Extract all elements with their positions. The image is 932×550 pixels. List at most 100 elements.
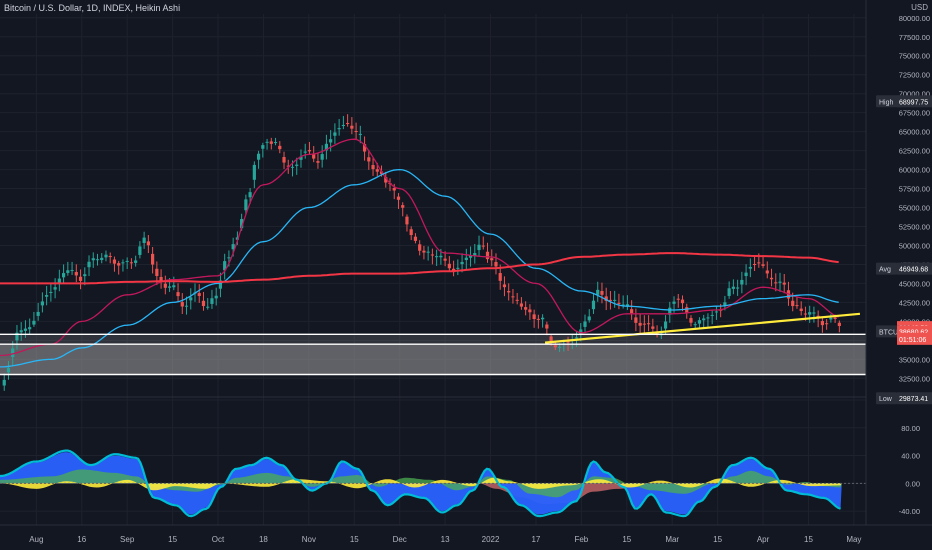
candle-body bbox=[439, 255, 443, 258]
candle-body bbox=[473, 253, 477, 256]
currency-label[interactable]: USD bbox=[911, 3, 928, 12]
candle-body bbox=[210, 298, 214, 304]
candle-body bbox=[553, 345, 557, 348]
osc-tick-label: 40.00 bbox=[901, 452, 920, 461]
candle-body bbox=[409, 229, 413, 236]
candle-body bbox=[545, 324, 549, 329]
price-axis-bg bbox=[866, 0, 932, 550]
candle-body bbox=[829, 317, 833, 320]
candle-body bbox=[346, 123, 350, 125]
candle-body bbox=[498, 273, 502, 281]
price-axis[interactable]: 80000.00 77500.00 75000.00 72500.00 70000.00… bbox=[865, 0, 932, 550]
candle-body bbox=[435, 256, 439, 258]
price-tag-name: Low bbox=[879, 396, 893, 403]
candle-body bbox=[574, 337, 579, 339]
candle-body bbox=[32, 320, 36, 325]
candle-body bbox=[583, 321, 587, 327]
candle-body bbox=[15, 332, 19, 341]
candle-body bbox=[329, 139, 333, 143]
price-tag-name: BTCUSD bbox=[879, 329, 908, 336]
candle-body bbox=[596, 289, 600, 295]
candle-body bbox=[706, 317, 710, 319]
ma-mid-line bbox=[0, 168, 839, 368]
candle-body bbox=[45, 295, 49, 297]
candle-body bbox=[350, 125, 354, 129]
candle-body bbox=[273, 142, 278, 144]
candle-body bbox=[108, 256, 112, 258]
candle-body bbox=[159, 276, 163, 281]
candle-body bbox=[362, 144, 367, 152]
candle-body bbox=[651, 326, 655, 329]
candle-body bbox=[316, 161, 320, 163]
candle-body bbox=[87, 261, 91, 268]
candle-body bbox=[240, 219, 244, 229]
grid bbox=[0, 14, 866, 525]
candle-body bbox=[447, 263, 451, 269]
candle-body bbox=[808, 312, 812, 315]
price-tag-value: 68997.75 bbox=[899, 99, 928, 106]
candle-body bbox=[290, 166, 295, 168]
candle-body bbox=[57, 278, 61, 284]
candle-body bbox=[604, 296, 608, 301]
x-tick-label: 18 bbox=[259, 535, 268, 544]
ascending-trendline bbox=[544, 312, 861, 344]
price-labels: High68997.75Avg46949.6839243.52BTCUSD386… bbox=[876, 95, 932, 405]
candle-body bbox=[752, 263, 757, 265]
y-tick-label: 75000.00 bbox=[899, 52, 930, 61]
x-tick-label: Mar bbox=[665, 535, 679, 544]
candle-body bbox=[646, 323, 651, 325]
y-tick-label: 45000.00 bbox=[899, 279, 930, 288]
y-tick-label: 80000.00 bbox=[899, 14, 930, 23]
candle-body bbox=[532, 314, 536, 320]
candle-body bbox=[426, 251, 430, 253]
oscillator-pane[interactable] bbox=[0, 449, 866, 518]
price-tag-value: 29873.41 bbox=[899, 396, 928, 403]
candle-body bbox=[235, 237, 239, 240]
candle-body bbox=[502, 284, 507, 288]
candle-body bbox=[227, 257, 231, 259]
candle-body bbox=[167, 286, 172, 288]
candle-body bbox=[761, 264, 765, 266]
y-tick-label: 55000.00 bbox=[899, 204, 930, 213]
candle-body bbox=[799, 308, 803, 312]
candle-body bbox=[795, 305, 799, 307]
candle-body bbox=[6, 367, 11, 373]
chart-title: Bitcoin / U.S. Dollar, 1D, INDEX, Heikin… bbox=[4, 3, 181, 13]
candle-body bbox=[125, 260, 129, 262]
y-tick-label: 70000.00 bbox=[899, 90, 930, 99]
candle-body bbox=[36, 311, 40, 316]
candle-body bbox=[837, 322, 841, 327]
candle-body bbox=[812, 312, 816, 314]
candle-body bbox=[774, 282, 778, 284]
candle-body bbox=[680, 299, 685, 304]
x-tick-label: 15 bbox=[713, 535, 722, 544]
candle-body bbox=[396, 196, 401, 200]
candle-body bbox=[418, 244, 422, 251]
candle-body bbox=[744, 272, 748, 277]
price-tag-value: 46949.68 bbox=[899, 267, 928, 274]
candle-body bbox=[375, 169, 379, 172]
candle-body bbox=[617, 302, 621, 304]
y-tick-label: 52500.00 bbox=[899, 223, 930, 232]
time-axis[interactable]: Aug 16 Sep 15 Oct 18 Nov 15 Dec 13 2022 17 Feb 15 Mar 1… bbox=[0, 524, 932, 544]
x-tick-label: May bbox=[846, 535, 861, 544]
candle-body bbox=[401, 205, 405, 208]
candle-body bbox=[460, 261, 464, 265]
candle-body bbox=[519, 303, 524, 307]
price-tag-value-bg bbox=[897, 392, 932, 405]
candle-body bbox=[710, 314, 714, 316]
candle-body bbox=[95, 259, 100, 261]
y-tick-label: 67500.00 bbox=[899, 109, 930, 118]
candle-body bbox=[333, 132, 337, 136]
candle-body bbox=[625, 304, 629, 306]
price-tag-bg bbox=[876, 392, 897, 405]
candle-body bbox=[731, 286, 735, 289]
candle-body bbox=[61, 273, 66, 278]
y-tick-label: 60000.00 bbox=[899, 166, 930, 175]
candle-body bbox=[557, 346, 562, 348]
price-tag-value-bg bbox=[897, 95, 932, 108]
candle-body bbox=[464, 257, 468, 261]
x-tick-label: 15 bbox=[804, 535, 813, 544]
trendlines[interactable] bbox=[0, 312, 866, 376]
